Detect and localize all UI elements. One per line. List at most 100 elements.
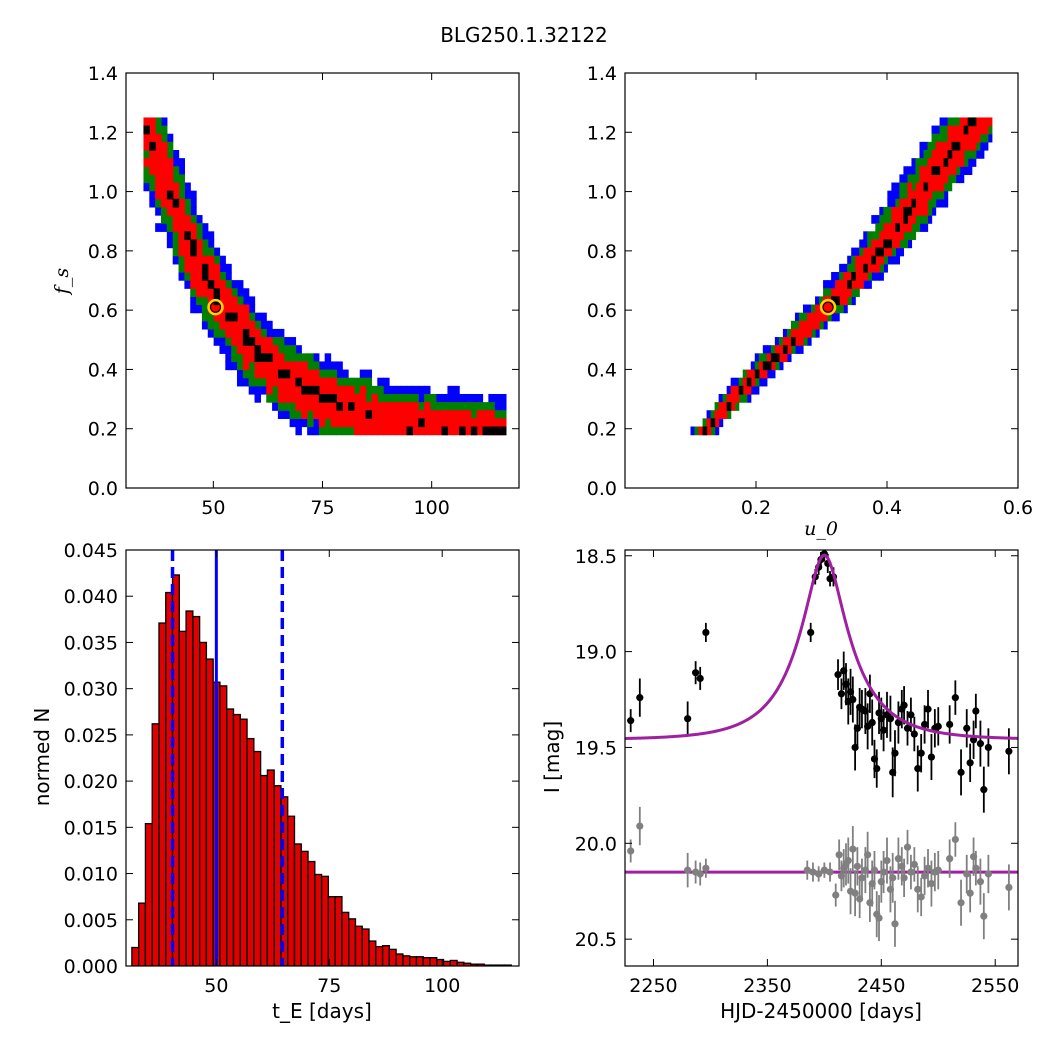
heatmap-cell [959,174,965,184]
heatmap-cell [979,117,985,127]
heatmap-cell [424,418,431,428]
heatmap-cell [794,337,800,346]
heatmap-cell [301,385,308,395]
heatmap-cell [429,418,437,428]
heatmap-cell [406,418,413,428]
heatmap-cell [931,150,937,159]
histogram-bar [131,946,140,966]
heatmap-cell [143,166,150,175]
x-tick-label: 0.2 [741,497,771,519]
data-point [702,628,710,637]
heatmap-cell [927,166,933,175]
heatmap-cell [219,296,226,306]
heatmap-cell [843,288,848,297]
heatmap-cell [412,410,419,419]
heatmap-cell [353,426,361,436]
heatmap-cell [891,223,896,232]
heatmap-cell [762,345,768,354]
axis-ticks: 0.2 0.4 0.6 0.0 0.2 0.4 0.6 0.8 1.0 1.2 1.4 [587,63,1033,519]
heatmap-cell [903,190,909,200]
heatmap-cell [911,158,917,167]
heatmap-cell [359,393,367,403]
heatmap-cell [967,117,973,127]
heatmap-cell [698,426,704,436]
heatmap-cell [782,337,788,346]
heatmap-cell [242,320,250,330]
y-tick-label: 20.5 [575,929,617,951]
heatmap-cell [429,402,437,411]
heatmap-cell [190,280,197,289]
heatmap-cell [453,402,460,411]
heatmap-cell [923,158,929,167]
heatmap-cell [242,377,250,387]
data-point [868,718,876,727]
heatmap-cell [178,271,185,281]
heatmap-cell [955,150,961,159]
heatmap-cell [823,304,828,314]
heatmap-cell [774,353,780,363]
heatmap-cell [923,190,929,200]
heatmap-cell [951,166,957,175]
heatmap-cell [967,133,973,143]
heatmap-cell [400,393,408,403]
heatmap-cell [983,125,989,135]
heatmap-cell [155,158,162,167]
heatmap-cell [883,263,888,273]
data-point [1005,883,1013,892]
heatmap-cell [178,231,185,241]
data-point [900,874,908,882]
heatmap-cell [277,345,285,354]
heatmap-cell [277,328,285,338]
heatmap-cell [863,239,868,249]
heatmap-cell [464,410,472,419]
heatmap-cell [883,231,888,241]
heatmap-cell [353,418,361,428]
y-tick-label: 0.0 [88,478,118,500]
heatmap-cell [943,174,949,184]
heatmap-cell [365,369,373,379]
heatmap-cell [324,426,332,436]
heatmap-cell [155,166,162,175]
heatmap-cell [975,125,981,135]
heatmap-cell [365,426,373,436]
heatmap-cell [951,117,957,127]
heatmap-cell [879,223,884,232]
heatmap-cell [899,223,905,232]
heatmap-cell [161,215,168,224]
heatmap-cell [726,385,732,395]
heatmap-cell [283,353,291,363]
data-point [820,866,828,874]
heatmap-cell [951,158,957,167]
heatmap-cell [318,426,326,436]
data-point [907,868,915,876]
heatmap-cell [847,288,852,297]
plot-area [625,550,1018,947]
heatmap-cell [260,312,267,322]
heatmap-cell [702,418,708,428]
heatmap-cell [714,402,720,411]
heatmap-cell [424,410,431,419]
heatmap-cell [254,385,261,395]
heatmap-cell [871,271,876,281]
heatmap-cell [424,393,431,403]
panel-light-curve: 2250 2350 2450 2550 18.5 19.0 19.5 20.0 20.5 HJD… [540,546,1019,1023]
axis-ticks: 50 75 100 0.0 0.2 0.4 0.6 0.8 1.0 1.2 1.4 [88,63,520,519]
y-tick-label: 0.4 [88,359,118,381]
heatmap-cell [190,231,197,241]
heatmap-cell [301,377,308,387]
heatmap-cell [272,393,279,403]
heatmap-cell [802,328,808,338]
data-point [849,695,857,704]
heatmap-cell [155,190,162,200]
heatmap-cell [459,410,466,419]
heatmap-cell [863,271,868,281]
heatmap-cell [394,385,402,395]
heatmap-cell [388,410,396,419]
data-point [976,740,985,748]
heatmap-cell [730,402,736,411]
heatmap-cell [231,320,238,330]
heatmap-cell [931,166,937,175]
heatmap-cell [330,393,337,403]
heatmap-cell [418,385,425,395]
heatmap-cell [482,426,489,436]
